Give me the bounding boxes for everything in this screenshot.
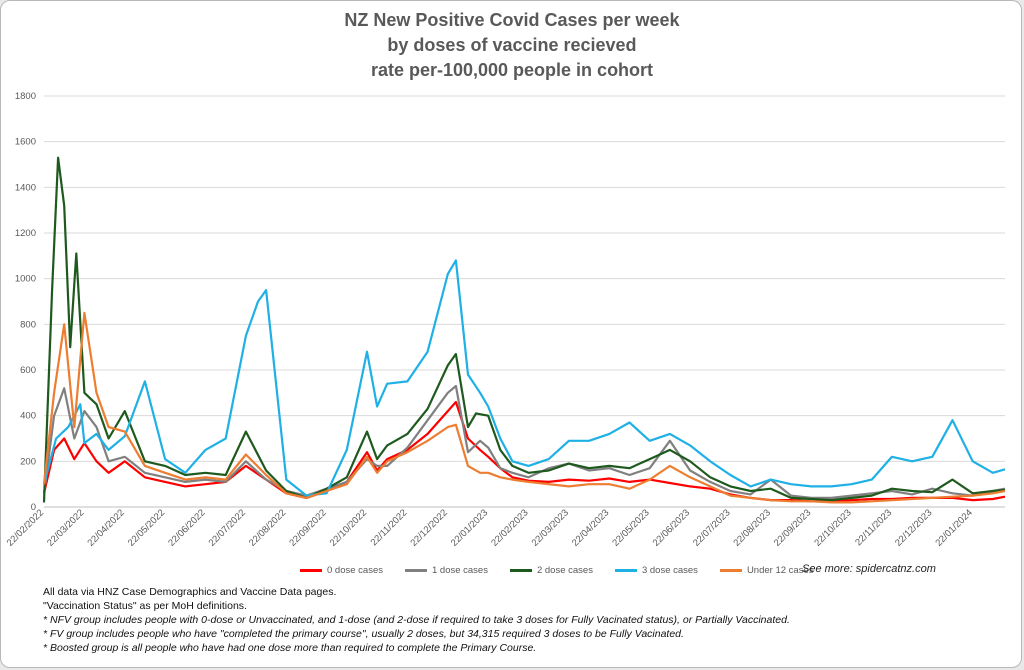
x-tick-label: 22/10/2022 — [328, 507, 369, 548]
legend-label: Under 12 cases — [746, 565, 814, 576]
y-tick-label: 1800 — [15, 91, 36, 102]
see-more-link: See more: spidercatnz.com — [802, 563, 936, 575]
x-tick-label: 22/03/2022 — [45, 507, 86, 548]
x-tick-label: 22/06/2022 — [166, 507, 207, 548]
legend-label: 3 dose cases — [641, 565, 698, 576]
series-line-3-dose-cases — [42, 259, 1006, 497]
x-tick-label: 22/03/2023 — [530, 507, 571, 548]
x-tick-label: 22/05/2023 — [610, 507, 651, 548]
y-tick-label: 600 — [20, 365, 36, 376]
x-tick-label: 22/06/2023 — [651, 507, 692, 548]
x-tick-label: 22/07/2023 — [691, 507, 732, 548]
legend-label: 0 dose cases — [327, 565, 383, 576]
x-tick-label: 22/04/2023 — [570, 507, 611, 548]
x-tick-label: 22/11/2022 — [369, 507, 410, 548]
chart-legend: 0 dose cases 1 dose cases 2 dose cases 3… — [300, 565, 835, 576]
x-tick-label: 22/01/2023 — [449, 507, 490, 548]
series-line-0-dose-cases — [42, 400, 1006, 503]
chart-title-line-3: rate per-100,000 people in cohort — [370, 60, 654, 80]
x-tick-label: 22/07/2022 — [207, 507, 248, 548]
note-fv-group: * FV group includes people who have "com… — [43, 628, 684, 640]
legend-swatch — [509, 569, 532, 572]
note-data-source: All data via HNZ Case Demographics and V… — [43, 586, 337, 598]
legend-swatch — [404, 569, 427, 572]
x-tick-label: 22/11/2023 — [853, 507, 894, 548]
legend-item-under-12: Under 12 cases — [719, 565, 814, 576]
legend-swatch — [300, 569, 322, 572]
y-tick-label: 1400 — [15, 182, 36, 193]
x-tick-label: 22/02/2023 — [489, 507, 530, 548]
footnotes: All data via HNZ Case Demographics and V… — [43, 585, 790, 655]
x-tick-label: 22/12/2023 — [893, 507, 934, 548]
x-tick-label: 22/10/2023 — [812, 507, 853, 548]
legend-item-0-dose: 0 dose cases — [300, 565, 383, 576]
legend-swatch — [719, 569, 742, 572]
x-tick-label: 22/02/2022 — [5, 507, 46, 548]
y-tick-label: 800 — [20, 319, 36, 330]
note-vaccination-status: "Vaccination Status" as per MoH definiti… — [43, 600, 247, 612]
legend-label: 2 dose cases — [536, 565, 593, 576]
x-tick-label: 22/09/2022 — [287, 507, 328, 548]
x-tick-label: 22/08/2022 — [247, 507, 288, 548]
legend-item-3-dose: 3 dose cases — [614, 565, 698, 576]
legend-item-2-dose: 2 dose cases — [509, 565, 593, 576]
x-tick-label: 22/09/2023 — [772, 507, 813, 548]
series-line-2-dose-cases — [42, 156, 1006, 503]
series-line-1-dose-cases — [42, 384, 1006, 499]
chart-title-line-1: NZ New Positive Covid Cases per week — [344, 10, 680, 30]
note-boosted-group: * Boosted group is all people who have h… — [43, 642, 537, 654]
y-tick-label: 0 — [31, 502, 36, 513]
series-line-under-12-cases — [42, 311, 1006, 504]
y-tick-label: 1200 — [15, 228, 36, 239]
y-tick-label: 400 — [20, 411, 36, 422]
legend-item-1-dose: 1 dose cases — [404, 565, 488, 576]
legend-swatch — [614, 569, 637, 572]
chart-title-line-2: by doses of vaccine recieved — [387, 35, 637, 55]
x-tick-label: 22/08/2023 — [732, 507, 773, 548]
x-tick-label: 22/04/2022 — [85, 507, 126, 548]
y-tick-label: 200 — [20, 456, 36, 467]
x-tick-label: 22/05/2022 — [126, 507, 167, 548]
y-tick-label: 1000 — [15, 274, 36, 285]
note-nfv-group: * NFV group includes people with 0-dose … — [43, 614, 790, 626]
legend-label: 1 dose cases — [431, 565, 488, 576]
x-tick-label: 22/01/2024 — [933, 507, 974, 548]
x-tick-label: 22/12/2022 — [409, 507, 450, 548]
y-tick-label: 1600 — [15, 137, 36, 148]
